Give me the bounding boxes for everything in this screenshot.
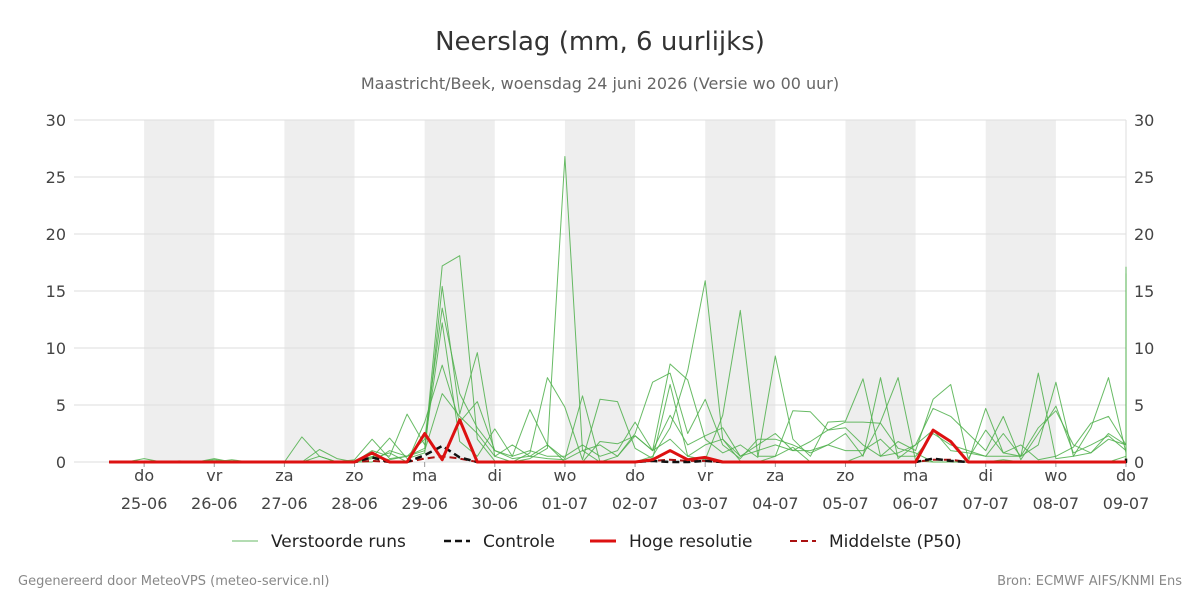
y-axis-ticks: 0 0 5 5 10 10 15 15 20 20 25 25 30 30: [46, 111, 1155, 472]
y-tick-label-right: 0: [1134, 453, 1144, 472]
y-tick-label-left: 0: [56, 453, 66, 472]
y-tick-label-right: 25: [1134, 168, 1154, 187]
x-tick-day: wo: [553, 466, 576, 485]
series-line-verstoorde-runs-3: [109, 364, 1127, 463]
y-tick-label-right: 20: [1134, 225, 1154, 244]
x-tick-day: do: [1116, 466, 1136, 485]
x-tick-date: 30-06: [472, 494, 519, 513]
x-tick-date: 08-07: [1033, 494, 1080, 513]
footer-source: Bron: ECMWF AIFS/KNMI Ens: [997, 574, 1182, 589]
x-tick-day: za: [275, 466, 293, 485]
x-tick-date: 09-07: [1103, 494, 1150, 513]
x-tick-day: za: [766, 466, 784, 485]
x-tick-day: zo: [345, 466, 363, 485]
series-lines: [109, 156, 1128, 464]
x-tick-date: 06-07: [892, 494, 939, 513]
x-axis-ticks: do 25-06 vr 26-06 za 27-06 zo 28-06 ma 29-06 di 30-…: [121, 462, 1149, 513]
y-tick-label-right: 10: [1134, 339, 1154, 358]
x-tick-day: di: [978, 466, 993, 485]
x-tick-date: 27-06: [261, 494, 308, 513]
y-tick-label-left: 20: [46, 225, 66, 244]
y-tick-label-left: 5: [56, 396, 66, 415]
x-tick-date: 25-06: [121, 494, 168, 513]
y-tick-label-left: 30: [46, 111, 66, 130]
y-tick-label-right: 30: [1134, 111, 1154, 130]
x-tick-day: di: [487, 466, 502, 485]
legend-label-control: Controle: [483, 532, 555, 552]
chart-title: Neerslag (mm, 6 uurlijks): [435, 27, 765, 57]
legend-label-median: Middelste (P50): [829, 532, 962, 552]
x-tick-date: 29-06: [401, 494, 448, 513]
x-tick-day: vr: [697, 466, 713, 485]
x-tick-date: 04-07: [752, 494, 799, 513]
x-tick-day: ma: [412, 466, 437, 485]
x-tick-date: 02-07: [612, 494, 659, 513]
x-tick-day: do: [625, 466, 645, 485]
series-line-hoge-resolutie-8: [109, 418, 1126, 464]
x-tick-day: ma: [903, 466, 928, 485]
x-tick-day: do: [134, 466, 154, 485]
x-tick-date: 05-07: [822, 494, 869, 513]
x-tick-date: 26-06: [191, 494, 238, 513]
x-tick-date: 01-07: [542, 494, 589, 513]
footer-generator: Gegenereerd door MeteoVPS (meteo-service…: [18, 574, 329, 589]
x-tick-date: 07-07: [962, 494, 1009, 513]
x-tick-date: 28-06: [331, 494, 378, 513]
y-tick-label-right: 5: [1134, 396, 1144, 415]
x-tick-day: wo: [1044, 466, 1067, 485]
y-tick-label-left: 25: [46, 168, 66, 187]
x-tick-date: 03-07: [682, 494, 729, 513]
x-tick-day: vr: [206, 466, 222, 485]
y-tick-label-right: 15: [1134, 282, 1154, 301]
legend-label-ensemble: Verstoorde runs: [271, 532, 406, 552]
y-tick-label-left: 10: [46, 339, 66, 358]
legend-label-hires: Hoge resolutie: [629, 532, 753, 552]
chart-subtitle: Maastricht/Beek, woensdag 24 juni 2026 (…: [361, 74, 839, 93]
y-tick-label-left: 15: [46, 282, 66, 301]
x-tick-day: zo: [836, 466, 854, 485]
legend[interactable]: Verstoorde runs Controle Hoge resolutie Mid…: [232, 532, 962, 552]
